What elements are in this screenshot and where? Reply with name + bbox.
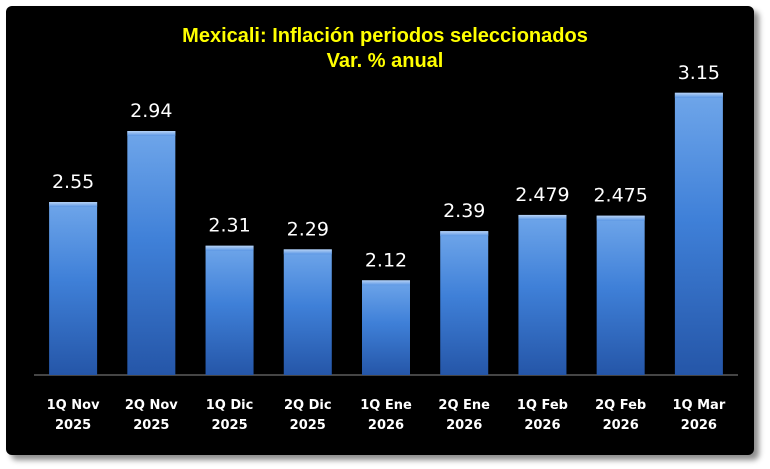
data-label-9: 3.15 bbox=[678, 62, 720, 84]
bar-8 bbox=[596, 215, 645, 375]
category-label-3-line-1: 1Q Dic bbox=[206, 398, 254, 413]
category-label-5-line-2: 2026 bbox=[368, 418, 404, 433]
category-label-7-line-1: 1Q Feb bbox=[517, 398, 568, 413]
category-label-8-line-1: 2Q Feb bbox=[595, 398, 646, 413]
data-label-2: 2.94 bbox=[130, 100, 172, 122]
bar-cap-5 bbox=[362, 280, 410, 286]
labels-group: 2.55 1Q Nov 2025 2.94 2Q Nov 2025 2.31 1Q Dic 20… bbox=[47, 62, 726, 433]
category-label-7-line-2: 2026 bbox=[524, 418, 560, 433]
bar-6 bbox=[440, 231, 489, 375]
category-label-9-line-1: 1Q Mar bbox=[673, 398, 726, 413]
category-label-4-line-2: 2025 bbox=[290, 418, 326, 433]
category-label-2-line-1: 2Q Nov bbox=[125, 398, 178, 413]
data-label-7: 2.479 bbox=[515, 184, 569, 206]
data-label-3: 2.31 bbox=[208, 215, 250, 237]
data-label-1: 2.55 bbox=[52, 171, 94, 193]
bar-cap-7 bbox=[518, 214, 567, 220]
category-label-5-line-1: 1Q Ene bbox=[360, 398, 412, 413]
bar-cap-4 bbox=[283, 249, 332, 255]
bar-1 bbox=[49, 202, 98, 375]
bar-cap-6 bbox=[440, 231, 489, 237]
category-label-6-line-1: 2Q Ene bbox=[438, 398, 490, 413]
data-label-5: 2.12 bbox=[365, 249, 407, 271]
category-label-2-line-2: 2025 bbox=[133, 418, 169, 433]
category-label-8-line-2: 2026 bbox=[603, 418, 639, 433]
bar-cap-3 bbox=[205, 245, 254, 251]
category-label-1-line-2: 2025 bbox=[55, 418, 91, 433]
bar-7 bbox=[518, 214, 567, 375]
bar-3 bbox=[205, 245, 254, 375]
bar-2 bbox=[127, 131, 176, 375]
data-label-4: 2.29 bbox=[287, 218, 329, 240]
bar-cap-2 bbox=[127, 131, 176, 137]
category-label-9-line-2: 2026 bbox=[681, 418, 717, 433]
chart-subtitle: Var. % anual bbox=[327, 50, 444, 72]
bar-cap-9 bbox=[674, 92, 723, 98]
bars-group bbox=[49, 92, 723, 375]
data-label-6: 2.39 bbox=[443, 200, 485, 222]
bar-cap-1 bbox=[49, 202, 98, 208]
category-label-1-line-1: 1Q Nov bbox=[47, 398, 100, 413]
category-label-6-line-2: 2026 bbox=[446, 418, 482, 433]
bar-5 bbox=[362, 280, 410, 375]
category-label-3-line-2: 2025 bbox=[211, 418, 247, 433]
bar-9 bbox=[674, 92, 723, 375]
chart-title: Mexicali: Inflación periodos seleccionad… bbox=[182, 25, 588, 47]
bar-4 bbox=[283, 249, 332, 375]
bar-cap-8 bbox=[596, 215, 645, 221]
category-label-4-line-1: 2Q Dic bbox=[284, 398, 332, 413]
data-label-8: 2.475 bbox=[593, 185, 647, 207]
